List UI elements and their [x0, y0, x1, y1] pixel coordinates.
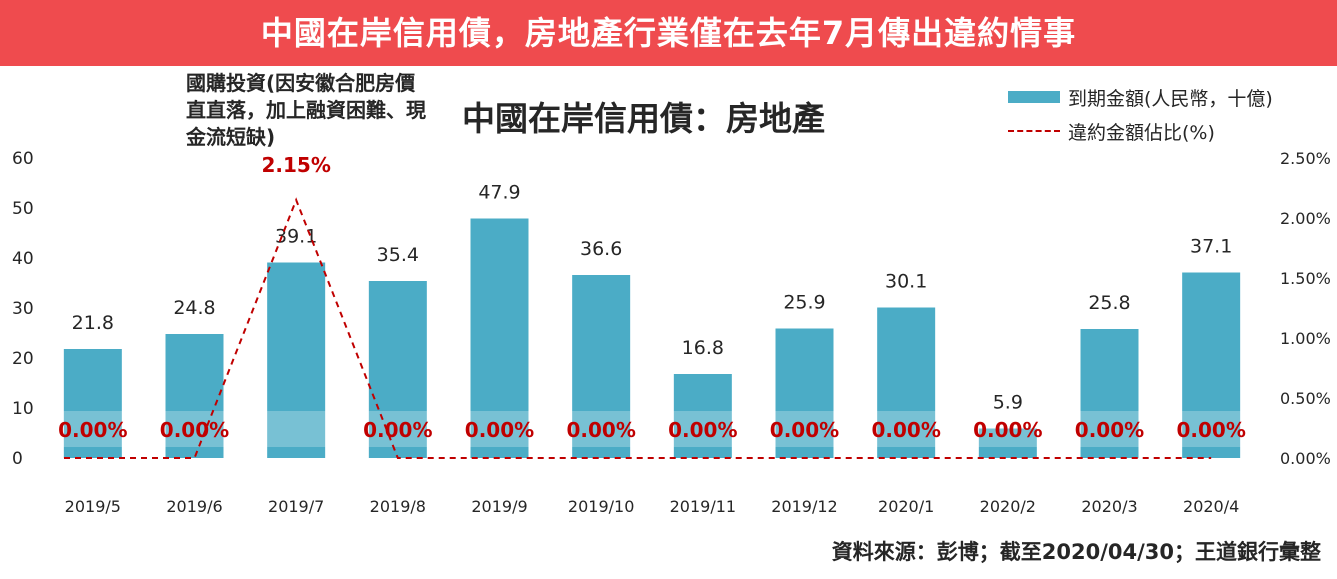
- bar-value-label: 24.8: [173, 297, 215, 319]
- legend-label-line: 違約金額佔比(%): [1068, 121, 1215, 144]
- source-note: 資料來源：彭博；截至2020/04/30；王道銀行彙整: [831, 540, 1321, 564]
- x-tick-label: 2020/2: [980, 497, 1036, 516]
- bar-value-label: 30.1: [885, 271, 927, 293]
- x-tick-label: 2019/8: [370, 497, 426, 516]
- bar-value-label: 25.9: [783, 292, 825, 314]
- bar: [1182, 272, 1241, 458]
- y-tick-label: 20: [12, 349, 34, 369]
- bar: [267, 262, 326, 458]
- x-tick-label: 2019/6: [166, 497, 222, 516]
- banner-title: 中國在岸信用債，房地產行業僅在去年7月傳出違約情事: [0, 0, 1337, 66]
- x-tick-label: 2019/10: [568, 497, 634, 516]
- bar-label-bg: [776, 288, 833, 317]
- line-value-label: 0.00%: [58, 418, 127, 442]
- bar-label-bg: [573, 235, 630, 263]
- legend-swatch-line: [1008, 130, 1060, 132]
- line-labels: 0.00% 0.00% 2.15% 0.00% 0.00% 0.00% 0.00% 0.00%…: [58, 153, 1246, 442]
- bar-label-bg: [878, 267, 935, 296]
- bar-label-bg: [1183, 232, 1240, 261]
- x-tick-label: 2019/9: [471, 497, 527, 516]
- bar: [572, 275, 631, 458]
- y2-tick-label: 2.00%: [1280, 209, 1331, 228]
- default-annotation: 國購投資(因安徽合肥房價直直落，加上融資困難、現金流短缺): [186, 71, 426, 149]
- y2-tick-label: 1.00%: [1280, 329, 1331, 348]
- legend-item-line: 違約金額佔比(%): [1008, 114, 1273, 148]
- bar-labels: 21.8 24.8 39.1 35.4 47.9 36.6 16.8 25.9 30.1 5.9 2…: [64, 178, 1240, 417]
- line-value-label: 0.00%: [363, 418, 432, 442]
- zero-label-band: [42, 411, 1262, 447]
- line-value-label: 0.00%: [1176, 418, 1245, 442]
- bar-value-label: 39.1: [275, 226, 317, 248]
- bar-value-label: 47.9: [478, 182, 520, 204]
- y2-tick-label: 2.50%: [1280, 149, 1331, 168]
- bar-label-bg: [1081, 289, 1138, 317]
- line-value-label: 0.00%: [566, 418, 635, 442]
- line-value-label: 0.00%: [973, 418, 1042, 442]
- y2-tick-label: 0.00%: [1280, 449, 1331, 468]
- bar: [978, 428, 1037, 458]
- bar: [877, 307, 936, 458]
- bar-label-bg: [64, 309, 121, 337]
- bar: [63, 349, 122, 458]
- bar-label-bg: [979, 388, 1036, 417]
- line-value-label: 0.00%: [770, 418, 839, 442]
- line-value-label: 2.15%: [261, 153, 330, 177]
- legend-swatch-bar: [1008, 91, 1060, 103]
- bar: [165, 334, 224, 458]
- x-tick-label: 2020/1: [878, 497, 934, 516]
- bar: [470, 218, 529, 458]
- bar-label-bg: [471, 178, 528, 207]
- line-value-label: 0.00%: [871, 418, 940, 442]
- legend-label-bar: 到期金額(人民幣，十億): [1068, 87, 1273, 110]
- bar-label-bg: [369, 241, 426, 269]
- x-tick-label: 2019/11: [670, 497, 736, 516]
- bar-label-bg: [166, 294, 223, 322]
- y-tick-label: 0: [12, 449, 23, 469]
- x-tick-label: 2020/3: [1081, 497, 1137, 516]
- y-tick-label: 40: [12, 249, 34, 269]
- bar: [775, 328, 834, 458]
- bar: [368, 281, 427, 458]
- line-value-label: 0.00%: [465, 418, 534, 442]
- line-value-label: 0.00%: [668, 418, 737, 442]
- bar-value-label: 16.8: [682, 337, 724, 359]
- y-tick-label: 60: [12, 149, 34, 169]
- bar-value-label: 21.8: [72, 312, 114, 334]
- y2-tick-label: 1.50%: [1280, 269, 1331, 288]
- legend-item-bar: 到期金額(人民幣，十億): [1008, 80, 1273, 114]
- line-value-label: 0.00%: [1075, 418, 1144, 442]
- y-tick-label: 10: [12, 399, 34, 419]
- bar: [673, 374, 732, 458]
- bar-value-label: 35.4: [377, 244, 419, 266]
- bar-value-label: 37.1: [1190, 236, 1232, 258]
- y-tick-label: 50: [12, 199, 34, 219]
- bar-label-bg: [674, 334, 731, 362]
- y-tick-label: 30: [12, 299, 34, 319]
- bar-series: [63, 218, 1241, 458]
- bar-value-label: 36.6: [580, 238, 622, 260]
- x-tick-label: 2019/5: [65, 497, 121, 516]
- y2-tick-label: 0.50%: [1280, 389, 1331, 408]
- default-ratio-line: [64, 197, 1212, 459]
- y-axis-left: 0 10 20 30 40 50 60: [12, 149, 34, 469]
- legend: 到期金額(人民幣，十億) 違約金額佔比(%): [1008, 80, 1273, 148]
- x-axis: 2019/5 2019/6 2019/7 2019/8 2019/9 2019/10 201…: [65, 497, 1240, 516]
- label-band: [42, 411, 1262, 447]
- bar-label-bg: [268, 222, 325, 251]
- x-tick-label: 2019/12: [771, 497, 837, 516]
- line-value-label: 0.00%: [160, 418, 229, 442]
- bar-value-label: 25.8: [1088, 292, 1130, 314]
- y-axis-right: 0.00% 0.50% 1.00% 1.50% 2.00% 2.50%: [1280, 149, 1331, 468]
- chart-title: 中國在岸信用債：房地產: [462, 99, 825, 138]
- x-tick-label: 2020/4: [1183, 497, 1239, 516]
- bar-value-label: 5.9: [993, 392, 1023, 414]
- bar: [1080, 329, 1139, 458]
- x-tick-label: 2019/7: [268, 497, 324, 516]
